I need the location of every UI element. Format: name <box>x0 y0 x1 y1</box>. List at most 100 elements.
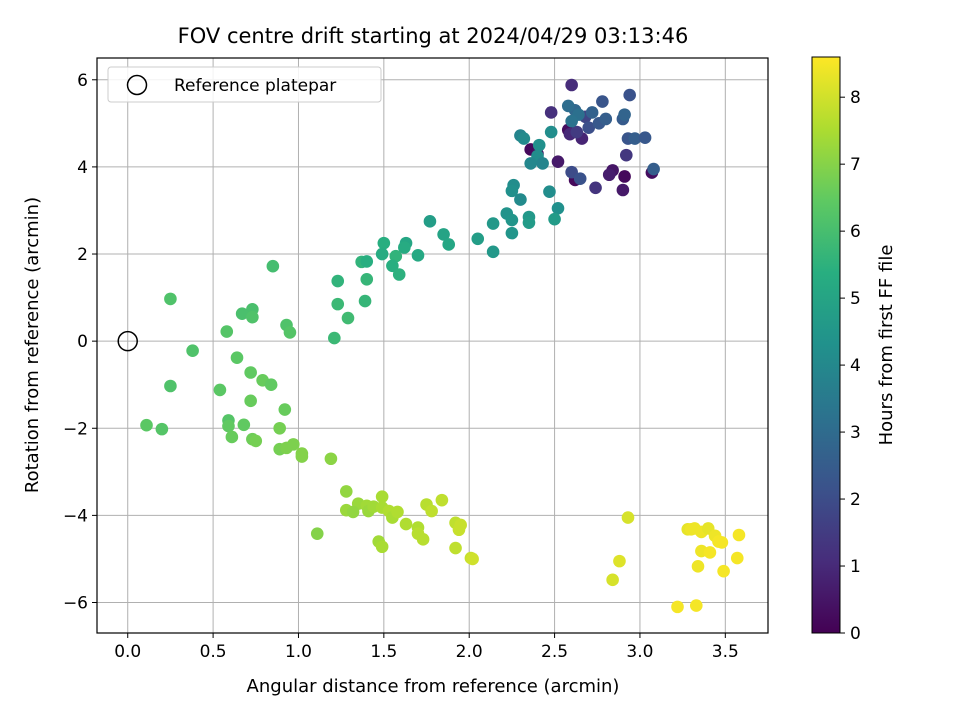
reference-platepar-marker <box>117 330 138 352</box>
data-point <box>244 366 257 379</box>
data-point <box>244 394 257 408</box>
data-point <box>599 112 613 126</box>
data-point <box>602 168 616 182</box>
data-point <box>164 379 177 393</box>
x-axis-ticks: 0.0 0.5 1.0 1.5 2.0 2.5 3.0 3.5 <box>114 633 739 662</box>
colorbar-label: Hours from first FF file <box>876 245 897 446</box>
data-point <box>213 383 227 397</box>
plot-frame <box>96 57 769 634</box>
x-tick-label: 0.0 <box>114 642 141 662</box>
data-point <box>423 215 437 228</box>
data-point <box>186 344 199 358</box>
data-points <box>140 78 746 614</box>
data-point <box>331 297 345 311</box>
data-point <box>585 106 599 119</box>
data-point <box>544 106 558 119</box>
x-tick-label: 1.5 <box>370 642 397 662</box>
data-point <box>280 441 293 455</box>
data-point <box>532 138 546 152</box>
data-point <box>638 131 652 145</box>
data-point <box>377 236 391 250</box>
data-point <box>618 170 631 183</box>
data-point <box>392 268 406 281</box>
data-point <box>283 326 297 339</box>
data-point <box>618 108 631 121</box>
data-point <box>671 600 684 614</box>
data-point <box>339 485 353 498</box>
data-point <box>565 165 578 179</box>
data-point <box>596 95 609 108</box>
data-point <box>613 554 626 568</box>
data-point <box>606 573 619 587</box>
data-point <box>689 599 703 612</box>
data-point <box>386 259 399 273</box>
colorbar-tick-label: 6 <box>850 222 861 242</box>
data-point <box>375 540 389 554</box>
data-point <box>486 245 500 259</box>
data-point <box>411 249 425 262</box>
y-tick-label: −6 <box>63 594 88 614</box>
legend-open-circle-icon <box>126 74 148 96</box>
data-point <box>249 434 263 448</box>
data-point <box>616 183 630 197</box>
data-point <box>730 551 744 565</box>
y-tick-label: 2 <box>77 245 88 265</box>
reference-marker-layer <box>117 330 138 352</box>
legend: Reference platepar <box>107 66 382 103</box>
data-point <box>360 255 374 268</box>
colorbar-ticks: 0 1 2 3 4 5 6 7 8 <box>840 88 861 644</box>
data-point <box>375 247 389 261</box>
data-point <box>324 452 338 466</box>
x-tick-label: 3.5 <box>712 642 739 662</box>
data-point <box>164 292 177 306</box>
data-point <box>220 325 234 338</box>
data-point <box>341 311 355 325</box>
colorbar-tick-label: 8 <box>850 88 861 108</box>
data-point <box>437 228 450 241</box>
y-axis-ticks: −6 −4 −2 0 2 4 6 <box>63 71 97 614</box>
y-tick-label: −2 <box>63 419 88 439</box>
data-point <box>514 193 527 206</box>
data-point <box>331 274 345 288</box>
data-point <box>691 560 705 573</box>
data-point <box>278 403 292 416</box>
data-point <box>391 505 404 519</box>
data-point <box>416 533 430 546</box>
data-point <box>449 541 462 555</box>
data-point <box>505 226 519 240</box>
data-point <box>589 181 602 195</box>
legend-entry-label: Reference platepar <box>174 76 336 96</box>
data-point <box>647 162 660 176</box>
data-point <box>522 216 536 229</box>
data-point <box>628 132 642 145</box>
x-tick-label: 1.0 <box>285 642 312 662</box>
data-point <box>389 249 403 263</box>
data-point <box>544 125 558 139</box>
y-tick-label: 0 <box>77 332 88 352</box>
chart-title: FOV centre drift starting at 2024/04/29 … <box>178 24 689 48</box>
data-point <box>543 185 556 199</box>
data-point <box>471 232 485 246</box>
data-point <box>565 114 578 128</box>
data-point <box>570 125 584 139</box>
data-point <box>346 505 360 519</box>
x-axis-label: Angular distance from reference (arcmin) <box>247 676 620 697</box>
colorbar-tick-label: 1 <box>850 557 861 577</box>
y-axis-label: Rotation from reference (arcmin) <box>22 197 43 493</box>
data-point <box>225 430 239 444</box>
data-point <box>222 419 235 433</box>
y-tick-label: 4 <box>77 158 88 178</box>
data-point <box>266 259 280 273</box>
colorbar: 0 1 2 3 4 5 6 7 8 Hours from first FF file <box>811 56 897 644</box>
data-point <box>398 241 411 254</box>
data-point <box>551 155 565 168</box>
colorbar-tick-label: 0 <box>850 624 861 644</box>
data-point <box>246 310 259 324</box>
data-point <box>425 504 438 518</box>
data-point <box>621 511 635 524</box>
data-point <box>561 99 575 113</box>
y-tick-label: 6 <box>77 71 88 91</box>
data-point <box>524 157 537 170</box>
data-point <box>328 331 341 345</box>
colorbar-tick-label: 2 <box>850 490 861 510</box>
